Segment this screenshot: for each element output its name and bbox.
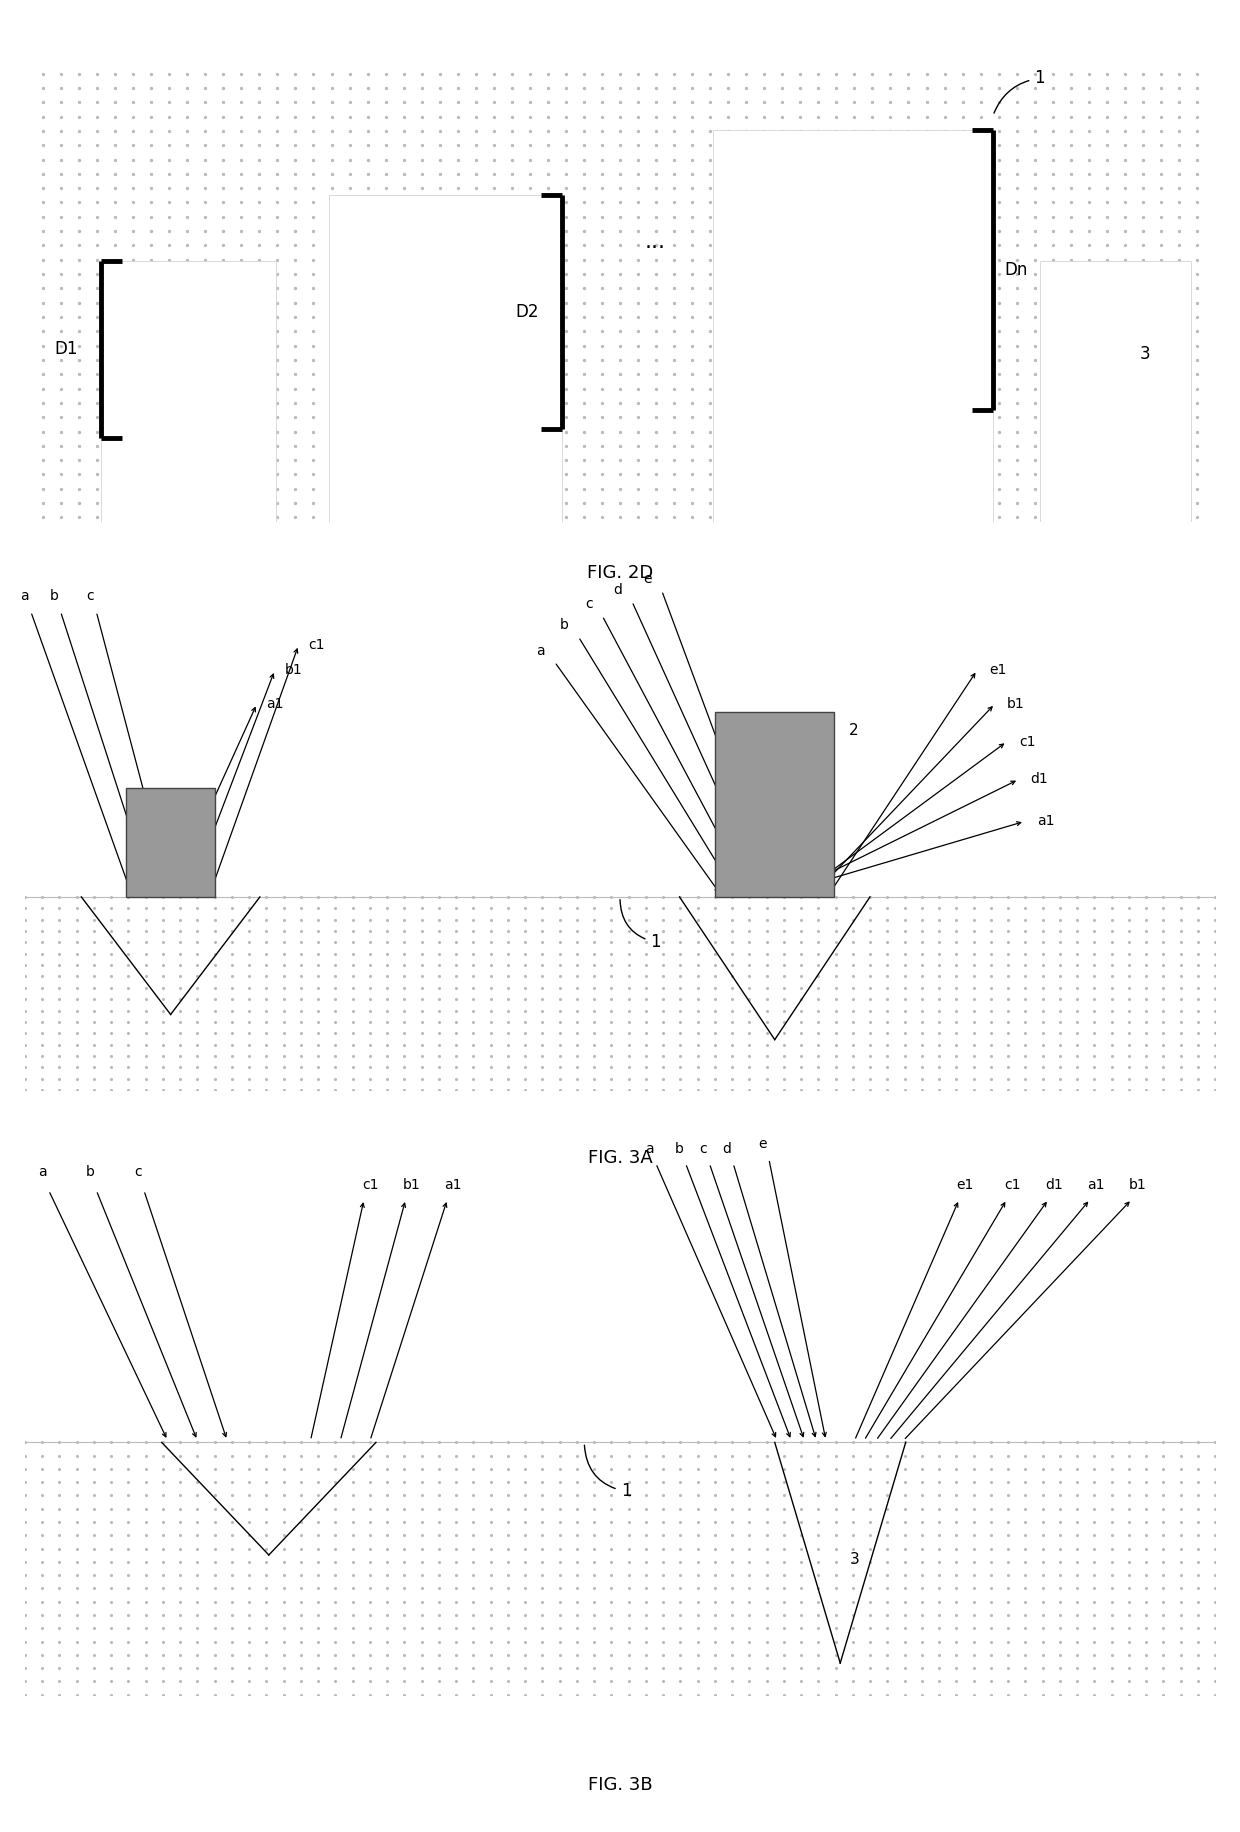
Text: a1: a1 (1037, 815, 1054, 828)
Bar (102, 260, 277, 522)
Text: b1: b1 (1007, 696, 1024, 711)
Text: d: d (614, 583, 622, 597)
Text: e: e (644, 572, 652, 586)
Text: d1: d1 (1045, 1178, 1064, 1193)
Text: e1: e1 (956, 1178, 973, 1193)
Text: D1: D1 (55, 341, 78, 359)
Text: c1: c1 (308, 638, 325, 652)
Text: a1: a1 (267, 696, 284, 711)
Text: FIG. 2D: FIG. 2D (587, 564, 653, 583)
Text: 1: 1 (994, 70, 1045, 114)
Text: c1: c1 (362, 1178, 378, 1193)
Text: a: a (537, 643, 546, 658)
Text: d: d (723, 1141, 732, 1156)
Text: FIG. 3B: FIG. 3B (588, 1775, 652, 1794)
Text: c: c (585, 597, 593, 612)
Bar (715, 713, 835, 898)
Text: c: c (87, 590, 94, 603)
Text: b: b (50, 590, 60, 603)
Text: a: a (38, 1165, 47, 1180)
Text: Dn: Dn (1004, 260, 1028, 278)
Text: b1: b1 (403, 1178, 420, 1193)
Text: a1: a1 (1087, 1178, 1105, 1193)
Text: c1: c1 (1019, 735, 1035, 749)
Text: b: b (560, 619, 569, 632)
Bar (126, 788, 216, 898)
Text: 3: 3 (1140, 344, 1149, 363)
Text: b1: b1 (1128, 1178, 1147, 1193)
Text: a1: a1 (445, 1178, 463, 1193)
Text: b1: b1 (284, 663, 303, 678)
Text: 1: 1 (584, 1445, 631, 1500)
Text: ...: ... (645, 233, 666, 251)
Text: 3: 3 (849, 1552, 859, 1566)
Text: c1: c1 (1004, 1178, 1021, 1193)
Text: e1: e1 (990, 663, 1007, 678)
Bar (329, 196, 562, 522)
Text: D2: D2 (515, 302, 538, 321)
Text: a: a (646, 1141, 653, 1156)
Text: a: a (21, 590, 29, 603)
Text: e: e (759, 1138, 768, 1152)
Text: c: c (134, 1165, 141, 1180)
Bar (713, 130, 993, 522)
Text: FIG. 3A: FIG. 3A (588, 1149, 652, 1167)
Text: 1: 1 (620, 900, 661, 951)
Text: 2: 2 (848, 724, 858, 738)
Text: b: b (675, 1141, 684, 1156)
Text: c: c (699, 1141, 707, 1156)
Text: b: b (86, 1165, 94, 1180)
Text: d1: d1 (1030, 773, 1049, 786)
Bar (1039, 260, 1192, 522)
